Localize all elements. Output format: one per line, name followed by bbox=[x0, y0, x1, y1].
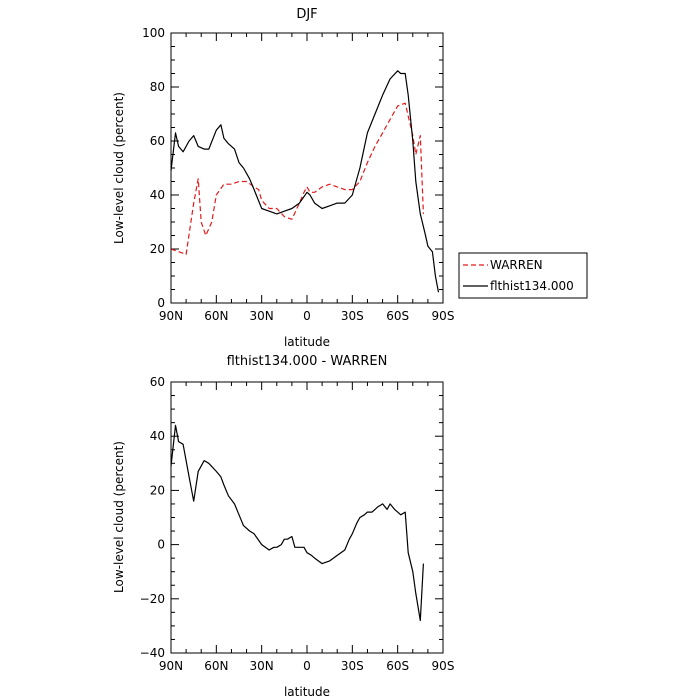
bottom-chart-title: flthist134.000 - WARREN bbox=[227, 354, 388, 369]
bottom-x-tick-label: 90N bbox=[159, 659, 183, 673]
bottom-y-axis-label: Low-level cloud (percent) bbox=[112, 441, 126, 593]
bottom-x-tick-label: 30N bbox=[250, 659, 274, 673]
bottom-plot-frame bbox=[170, 381, 444, 654]
top-x-axis-label: latitude bbox=[284, 335, 330, 349]
bottom-series-lines bbox=[170, 424, 424, 622]
top-y-axis-label: Low-level cloud (percent) bbox=[112, 92, 126, 244]
top-series-line-0 bbox=[170, 102, 424, 255]
bottom-series-line-0 bbox=[170, 424, 424, 622]
top-x-tick-label: 60N bbox=[204, 309, 228, 323]
bottom-panel: flthist134.000 - WARREN Low-level cloud … bbox=[112, 354, 454, 699]
bottom-ticks: 90N 60N 30N 0 30S 60S 90S −40 −20 0 20 40 60 bbox=[140, 375, 455, 673]
top-y-tick-label: 20 bbox=[150, 242, 165, 256]
bottom-x-tick-label: 60S bbox=[386, 659, 409, 673]
top-y-tick-label: 0 bbox=[157, 296, 165, 310]
legend-box bbox=[458, 252, 588, 299]
legend-label-flthist: flthist134.000 bbox=[490, 279, 574, 293]
top-series-line-1 bbox=[170, 70, 440, 293]
bottom-y-tick-label: −40 bbox=[140, 646, 165, 660]
top-ticks: 90N 60N 30N 0 30S 60S 90S 0 20 40 60 80 100 bbox=[142, 26, 454, 323]
legend: WARREN flthist134.000 bbox=[458, 252, 588, 299]
top-y-tick-label: 40 bbox=[150, 188, 165, 202]
top-panel: DJF Low-level cloud (percent) latitude 9… bbox=[112, 7, 454, 349]
bottom-x-tick-label: 30S bbox=[341, 659, 364, 673]
top-x-tick-label: 30S bbox=[341, 309, 364, 323]
bottom-y-tick-label: 0 bbox=[157, 538, 165, 552]
top-y-tick-label: 80 bbox=[150, 80, 165, 94]
top-x-tick-label: 90N bbox=[159, 309, 183, 323]
top-x-tick-label: 30N bbox=[250, 309, 274, 323]
top-plot-frame bbox=[170, 32, 444, 304]
top-x-tick-label: 90S bbox=[432, 309, 455, 323]
bottom-x-tick-label: 90S bbox=[432, 659, 455, 673]
top-y-tick-label: 100 bbox=[142, 26, 165, 40]
bottom-y-tick-label: 40 bbox=[150, 429, 165, 443]
top-chart-title: DJF bbox=[296, 7, 317, 22]
bottom-x-axis-label: latitude bbox=[284, 685, 330, 699]
top-x-tick-label: 0 bbox=[303, 309, 311, 323]
bottom-x-tick-label: 60N bbox=[204, 659, 228, 673]
top-y-tick-label: 60 bbox=[150, 134, 165, 148]
bottom-x-tick-label: 0 bbox=[303, 659, 311, 673]
top-x-tick-label: 60S bbox=[386, 309, 409, 323]
bottom-y-tick-label: 60 bbox=[150, 375, 165, 389]
bottom-y-tick-label: −20 bbox=[140, 592, 165, 606]
bottom-y-tick-label: 20 bbox=[150, 483, 165, 497]
top-series-lines bbox=[170, 70, 440, 293]
legend-label-warren: WARREN bbox=[490, 258, 543, 272]
